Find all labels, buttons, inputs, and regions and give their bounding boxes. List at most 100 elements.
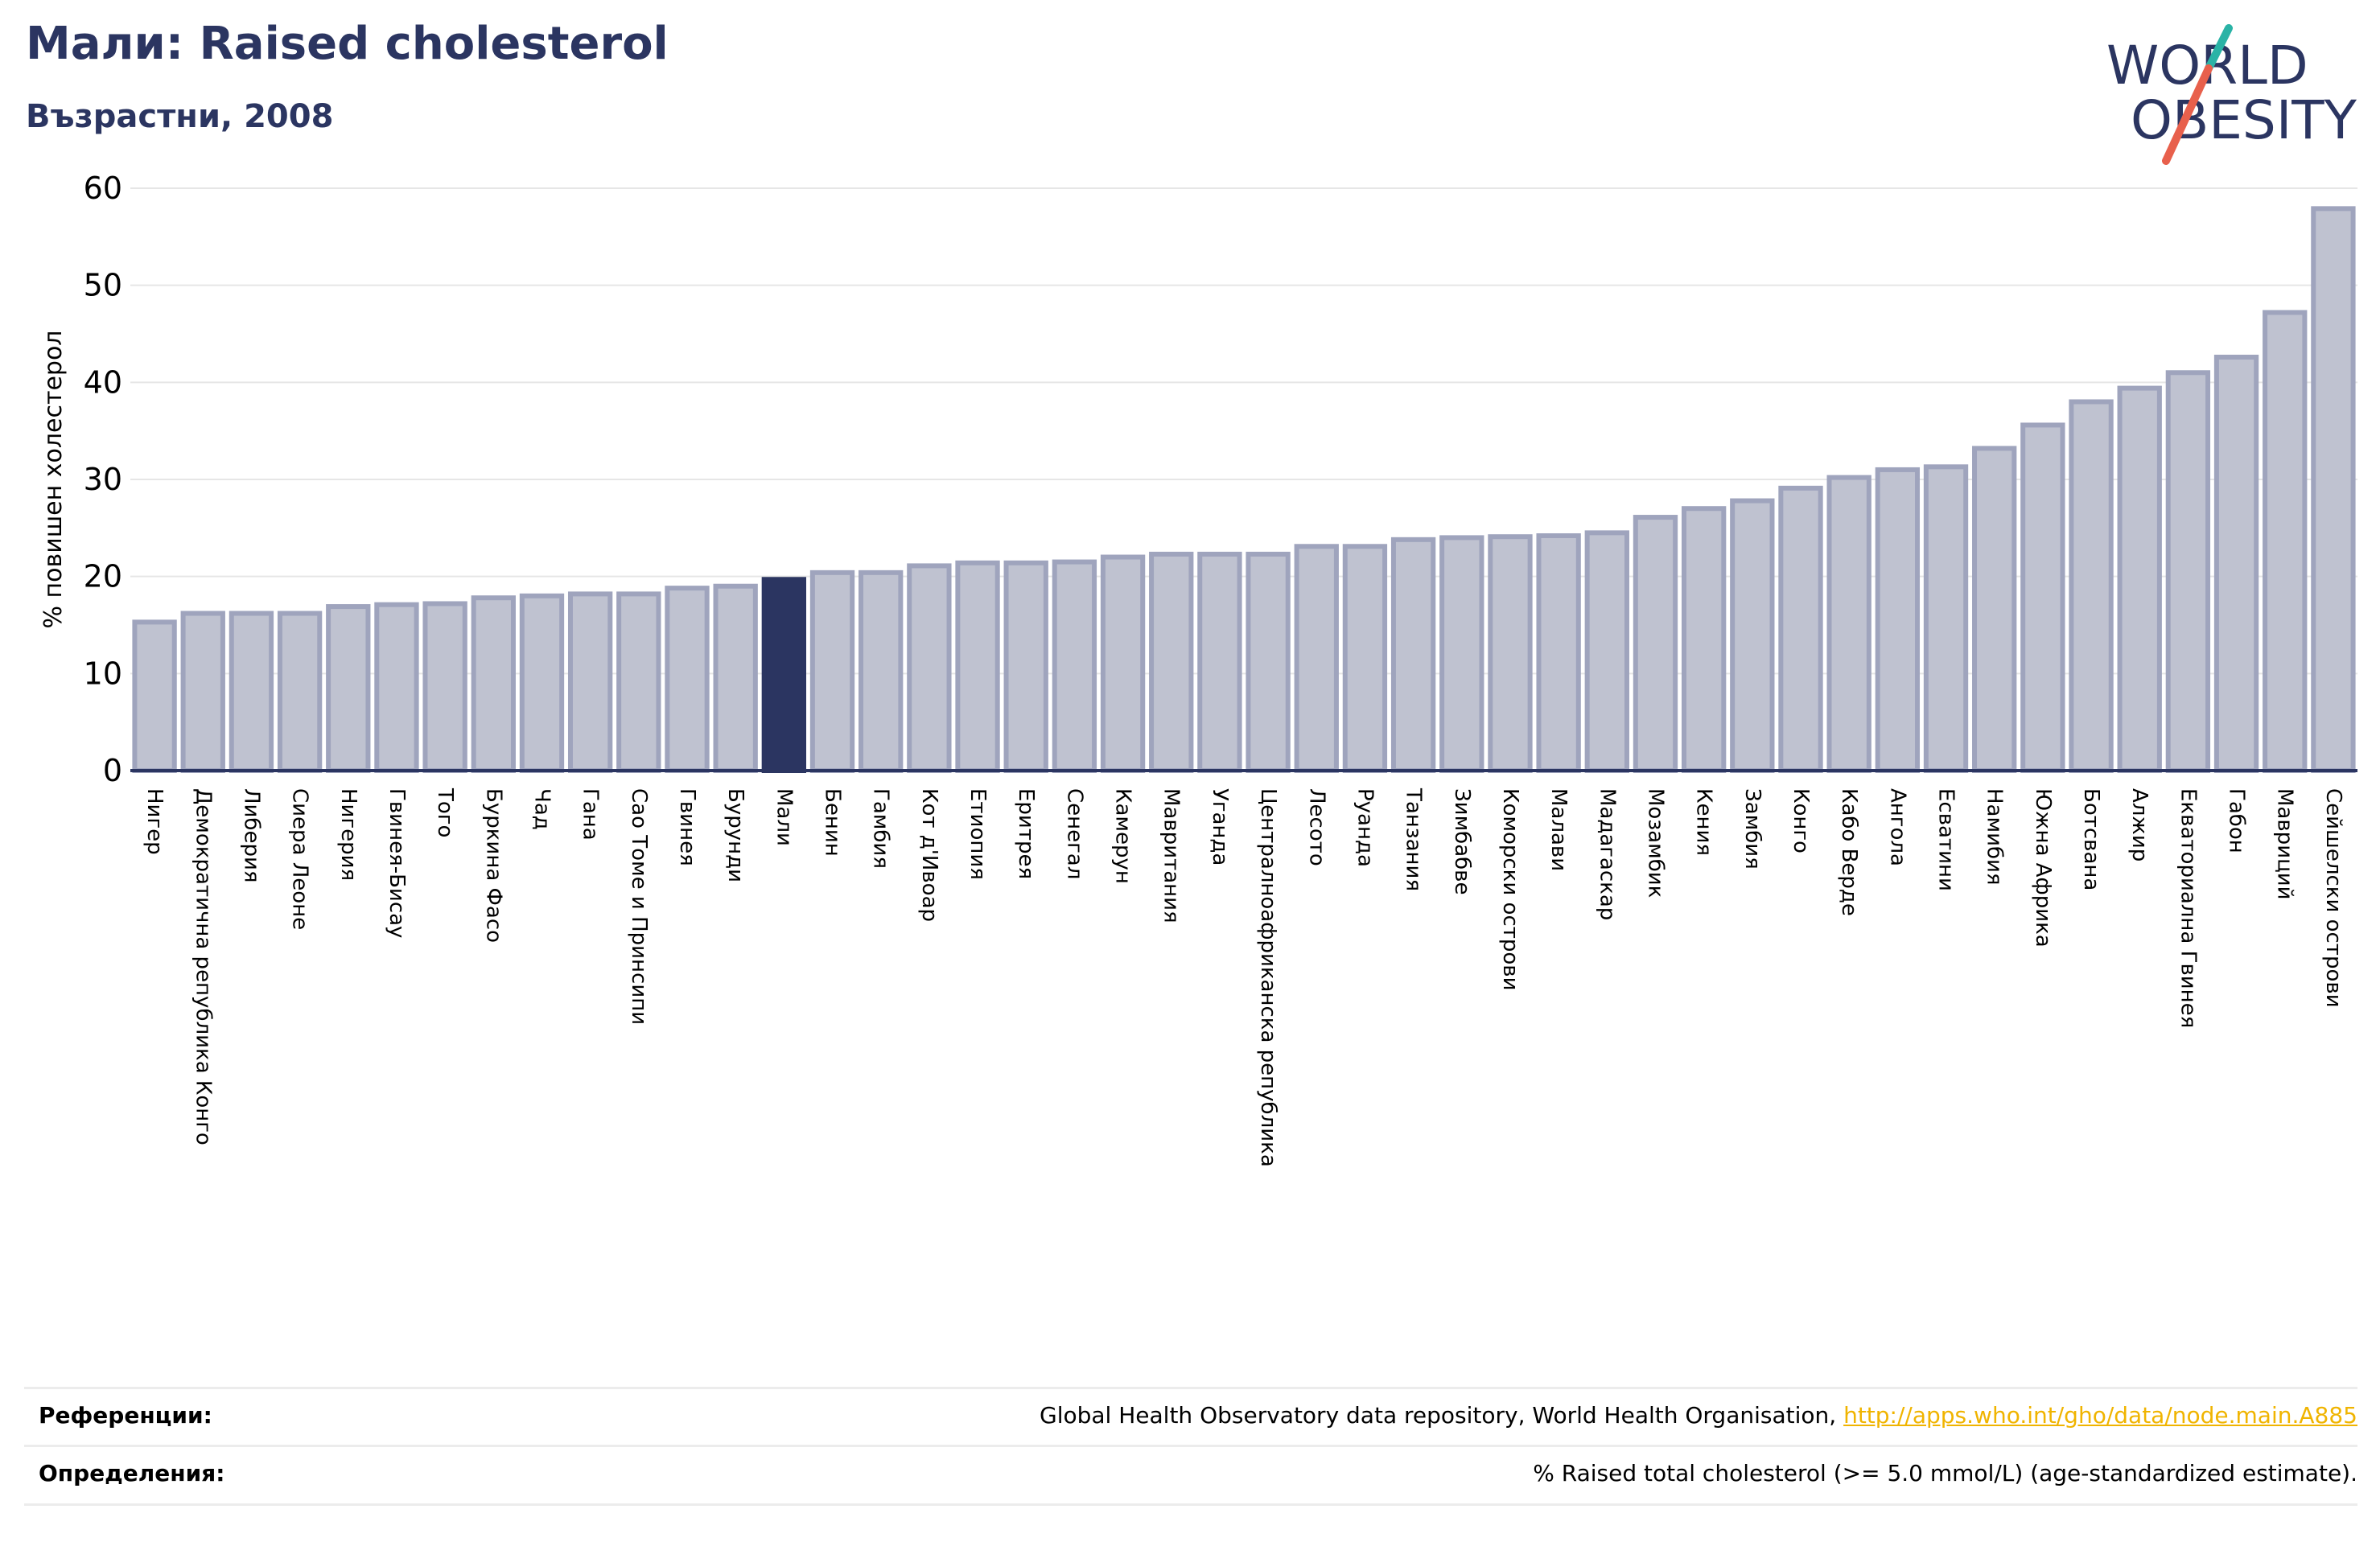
x-tick-label: Сао Томе и Принсипи bbox=[627, 788, 651, 1025]
references-link[interactable]: http://apps.who.int/gho/data/node.main.A… bbox=[1843, 1402, 2357, 1429]
x-tick-label: Кот д'Ивоар bbox=[917, 788, 941, 922]
bars bbox=[132, 206, 2356, 774]
x-tick-label: Кабо Верде bbox=[1837, 788, 1861, 916]
bar bbox=[2213, 354, 2259, 773]
bar bbox=[2165, 370, 2211, 773]
bar bbox=[1488, 534, 1533, 774]
world-obesity-logo: WORLD OBESITY bbox=[2106, 24, 2357, 165]
bar bbox=[1681, 506, 1727, 773]
bar bbox=[2069, 399, 2114, 773]
x-tick-label: Того bbox=[433, 787, 457, 837]
x-tick-label: Сенегал bbox=[1062, 788, 1086, 879]
x-tick-label: Кения bbox=[1692, 788, 1716, 856]
x-tick-label: Танзания bbox=[1402, 787, 1426, 891]
x-tick-label: Еритрея bbox=[1014, 788, 1038, 879]
bar bbox=[374, 602, 419, 773]
bar bbox=[2117, 385, 2162, 773]
x-tick-label: Гвинея bbox=[675, 788, 699, 866]
bar bbox=[1052, 559, 1097, 773]
bar bbox=[955, 560, 1000, 773]
x-tick-label: Уганда bbox=[1208, 788, 1232, 866]
x-tick-label: Демократична република Конго bbox=[191, 788, 215, 1145]
bar bbox=[907, 563, 952, 773]
definitions-value: % Raised total cholesterol (>= 5.0 mmol/… bbox=[1533, 1460, 2357, 1486]
bar bbox=[809, 570, 855, 774]
definitions-row: Определения: % Raised total cholesterol … bbox=[24, 1445, 2357, 1506]
x-tick-label: Мозамбик bbox=[1643, 788, 1667, 898]
bar bbox=[1875, 467, 1921, 774]
chart-title: Мали: Raised cholesterol bbox=[26, 18, 669, 70]
bar bbox=[132, 619, 177, 773]
x-tick-label: Етиопия bbox=[966, 788, 990, 880]
y-axis-label: % повишен холестерол bbox=[39, 331, 68, 629]
x-tick-label: Бенин bbox=[821, 788, 845, 857]
y-tick-label: 0 bbox=[103, 753, 122, 788]
x-tick-label: Алжир bbox=[2127, 788, 2151, 861]
x-tick-label: Лесото bbox=[1304, 788, 1328, 866]
x-tick-label: Замбия bbox=[1740, 788, 1764, 870]
bar bbox=[1197, 551, 1242, 773]
bar bbox=[180, 611, 225, 774]
x-tick-label: Гвинея-Бисау bbox=[385, 788, 409, 938]
bar bbox=[326, 604, 371, 773]
bar bbox=[2311, 206, 2356, 773]
bar bbox=[1778, 485, 1823, 773]
bar bbox=[1390, 537, 1436, 774]
x-tick-label: Габон bbox=[2225, 788, 2249, 853]
bar bbox=[1294, 544, 1339, 773]
x-tick-label: Сиера Леоне bbox=[288, 788, 312, 930]
y-tick-label: 40 bbox=[84, 364, 122, 400]
x-tick-label: Конго bbox=[1789, 788, 1813, 853]
bar bbox=[1633, 515, 1678, 773]
x-tick-label: Сейшелски острови bbox=[2321, 788, 2345, 1008]
bar bbox=[1584, 530, 1629, 773]
y-tick-label: 30 bbox=[84, 462, 122, 497]
x-tick-label: Мадагаскар bbox=[1595, 788, 1619, 920]
x-tick-label: Есватини bbox=[1934, 788, 1958, 891]
x-tick-label: Малави bbox=[1546, 788, 1571, 871]
bar bbox=[277, 611, 323, 774]
x-tick-label: Ангола bbox=[1885, 788, 1909, 866]
logo-slash-bottom bbox=[2162, 64, 2213, 165]
x-tick-label: Бурунди bbox=[723, 788, 747, 882]
x-tick-label: Централноафриканска република bbox=[1256, 788, 1280, 1167]
bar bbox=[1826, 475, 1871, 773]
chart-subtitle: Възрастни, 2008 bbox=[26, 98, 334, 135]
y-tick-label: 20 bbox=[84, 559, 122, 594]
bar bbox=[1972, 446, 2017, 773]
bar-chart: 0 10 20 30 40 50 60 Нигер Демократична републик… bbox=[39, 171, 2357, 1167]
bar bbox=[519, 593, 565, 773]
x-tick-label: Чад bbox=[529, 788, 554, 830]
x-tick-labels: Нигер Демократична република Конго Либерия… bbox=[142, 787, 2345, 1167]
x-tick-label: Южна Африка bbox=[2031, 788, 2055, 948]
x-tick-label: Екваториална Гвинея bbox=[2176, 788, 2200, 1028]
bar bbox=[471, 595, 516, 773]
y-tick-label: 50 bbox=[84, 268, 122, 303]
y-tick-label: 60 bbox=[84, 171, 122, 206]
x-tick-label: Коморски острови bbox=[1498, 788, 1522, 991]
bar bbox=[1439, 535, 1484, 774]
bar bbox=[1342, 544, 1388, 773]
bar bbox=[422, 601, 467, 773]
bar bbox=[1003, 560, 1048, 773]
x-tick-label: Руанда bbox=[1353, 788, 1377, 867]
bar bbox=[713, 583, 758, 773]
x-tick-label: Мавритания bbox=[1159, 788, 1184, 923]
bar bbox=[859, 570, 904, 774]
bar bbox=[1730, 498, 1775, 774]
x-tick-label: Зимбабве bbox=[1450, 788, 1474, 895]
bar bbox=[616, 591, 661, 773]
logo-slash-top bbox=[2205, 24, 2233, 72]
x-tick-label: Намибия bbox=[1983, 788, 2007, 886]
bar bbox=[1149, 551, 1194, 773]
bar bbox=[1246, 551, 1291, 773]
x-tick-label: Буркина Фасо bbox=[481, 788, 505, 943]
bar-highlight bbox=[761, 577, 807, 774]
x-tick-label: Гамбия bbox=[869, 788, 893, 869]
x-tick-label: Мавриций bbox=[2273, 788, 2297, 900]
x-tick-label: Гана bbox=[579, 788, 603, 841]
x-tick-label: Нигер bbox=[142, 788, 167, 855]
definitions-label: Определения: bbox=[39, 1460, 225, 1486]
references-value: Global Health Observatory data repositor… bbox=[1040, 1402, 2357, 1429]
bar bbox=[1100, 554, 1146, 773]
